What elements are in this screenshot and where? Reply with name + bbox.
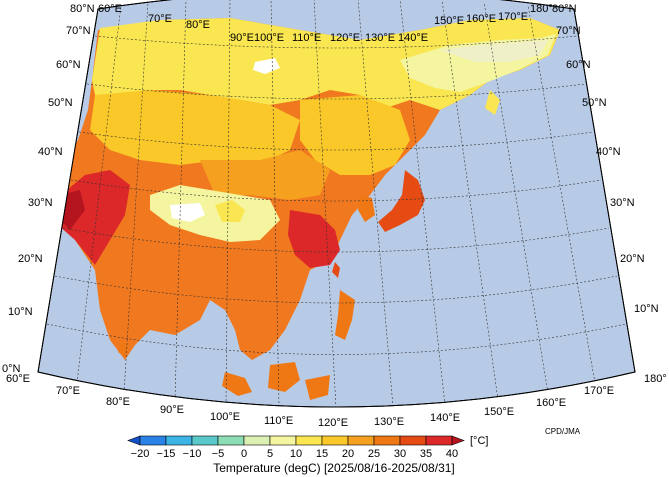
longitude-labels-bottom: 60°E 70°E 80°E 90°E 100°E 110°E 120°E 130°E 140°… — [6, 373, 667, 429]
lon-label-bottom-1: 70°E — [56, 385, 80, 397]
colorbar-tick-0: −20 — [131, 448, 150, 460]
longitude-labels-top: 60°E 70°E 80°E 90°E 100°E 110°E 120°E 130°E 140°… — [98, 3, 553, 44]
lon-label-bottom-12: 180° — [644, 373, 667, 385]
lat-label-left-1: 10°N — [8, 306, 33, 318]
colorbar-tick-1: −15 — [157, 448, 176, 460]
lon-label-top-7: 130°E — [365, 32, 395, 44]
lon-label-bottom-4: 100°E — [210, 411, 240, 423]
colorbar-segment-7 — [295, 435, 323, 446]
credit-label: CPD/JMA — [545, 427, 581, 436]
lon-label-top-12: 180° — [530, 3, 553, 15]
colorbar-segment-12 — [425, 435, 453, 446]
colorbar-tick-12: 40 — [446, 448, 458, 460]
lon-label-top-0: 60°E — [98, 3, 122, 15]
colorbar-tick-9: 25 — [368, 448, 380, 460]
lat-label-right-6: 60°N — [566, 59, 591, 71]
lon-label-bottom-7: 130°E — [374, 416, 404, 428]
lon-label-bottom-0: 60°E — [6, 373, 30, 385]
colorbar-tick-10: 30 — [394, 448, 406, 460]
colorbar-segment-2 — [165, 435, 193, 446]
map-title: Temperature (degC) [2025/08/16-2025/08/3… — [213, 461, 455, 475]
colorbar-tick-11: 35 — [420, 448, 432, 460]
lon-label-top-6: 120°E — [330, 32, 360, 44]
lat-label-right-4: 40°N — [596, 146, 621, 158]
colorbar-segment-1 — [139, 435, 167, 446]
lon-label-bottom-11: 170°E — [584, 385, 614, 397]
colorbar-segment-5 — [243, 435, 271, 446]
lon-label-bottom-10: 160°E — [536, 397, 566, 409]
colorbar-tick-3: −5 — [212, 448, 225, 460]
colorbar-segment-8 — [321, 435, 349, 446]
lat-label-left-8: 80°N — [70, 3, 95, 15]
colorbar-tick-5: 5 — [267, 448, 273, 460]
lon-label-top-2: 80°E — [186, 19, 210, 31]
colorbar-tick-labels: −20 −15 −10 −5 0 5 10 15 20 25 30 35 40 — [131, 448, 458, 460]
lat-label-right-5: 50°N — [582, 97, 607, 109]
latitude-labels-left: 0°N 10°N 20°N 30°N 40°N 50°N 60°N 70°N 80°N — [2, 3, 95, 375]
lon-label-bottom-2: 80°E — [106, 396, 130, 408]
lon-label-top-1: 70°E — [148, 13, 172, 25]
lat-label-right-1: 10°N — [634, 303, 659, 315]
lat-label-left-7: 70°N — [66, 25, 91, 37]
lat-label-left-6: 60°N — [56, 59, 81, 71]
colorbar-segment-9 — [347, 435, 375, 446]
lon-label-top-8: 140°E — [398, 32, 428, 44]
lat-label-left-4: 40°N — [38, 146, 63, 158]
colorbar-tick-7: 15 — [316, 448, 328, 460]
lon-label-top-3: 90°E — [230, 32, 254, 44]
colorbar-tick-4: 0 — [241, 448, 247, 460]
lat-label-left-5: 50°N — [48, 97, 73, 109]
lat-label-right-2: 20°N — [620, 253, 645, 265]
colorbar-segment-0 — [127, 435, 141, 446]
colorbar — [127, 435, 465, 446]
lat-label-left-0: 0°N — [2, 363, 21, 375]
lon-label-top-10: 160°E — [466, 13, 496, 25]
colorbar-segment-10 — [373, 435, 401, 446]
lon-label-bottom-5: 110°E — [264, 415, 293, 427]
lon-label-bottom-8: 140°E — [430, 412, 460, 424]
lon-label-bottom-9: 150°E — [484, 406, 514, 418]
latitude-labels-right: 10°N 20°N 30°N 40°N 50°N 60°N 70°N 80°N — [552, 3, 659, 315]
lon-label-top-9: 150°E — [434, 15, 464, 27]
colorbar-segment-11 — [399, 435, 427, 446]
lat-label-right-7: 70°N — [556, 25, 581, 37]
colorbar-tick-2: −10 — [183, 448, 202, 460]
lon-label-bottom-6: 120°E — [318, 417, 348, 429]
colorbar-unit: [°C] — [470, 435, 488, 447]
colorbar-segment-13 — [451, 435, 465, 446]
lon-label-bottom-3: 90°E — [160, 404, 184, 416]
lon-label-top-5: 110°E — [292, 32, 321, 44]
colorbar-segment-6 — [269, 435, 297, 446]
land-temperature-field — [55, 18, 560, 400]
colorbar-tick-6: 10 — [290, 448, 302, 460]
lat-label-right-8: 80°N — [552, 3, 577, 15]
lon-label-top-11: 170°E — [498, 11, 528, 23]
colorbar-segment-3 — [191, 435, 219, 446]
colorbar-tick-8: 20 — [342, 448, 354, 460]
lat-label-left-2: 20°N — [18, 253, 43, 265]
colorbar-segment-4 — [217, 435, 245, 446]
lat-label-right-3: 30°N — [610, 197, 635, 209]
lon-label-top-4: 100°E — [254, 32, 284, 44]
lat-label-left-3: 30°N — [28, 197, 53, 209]
